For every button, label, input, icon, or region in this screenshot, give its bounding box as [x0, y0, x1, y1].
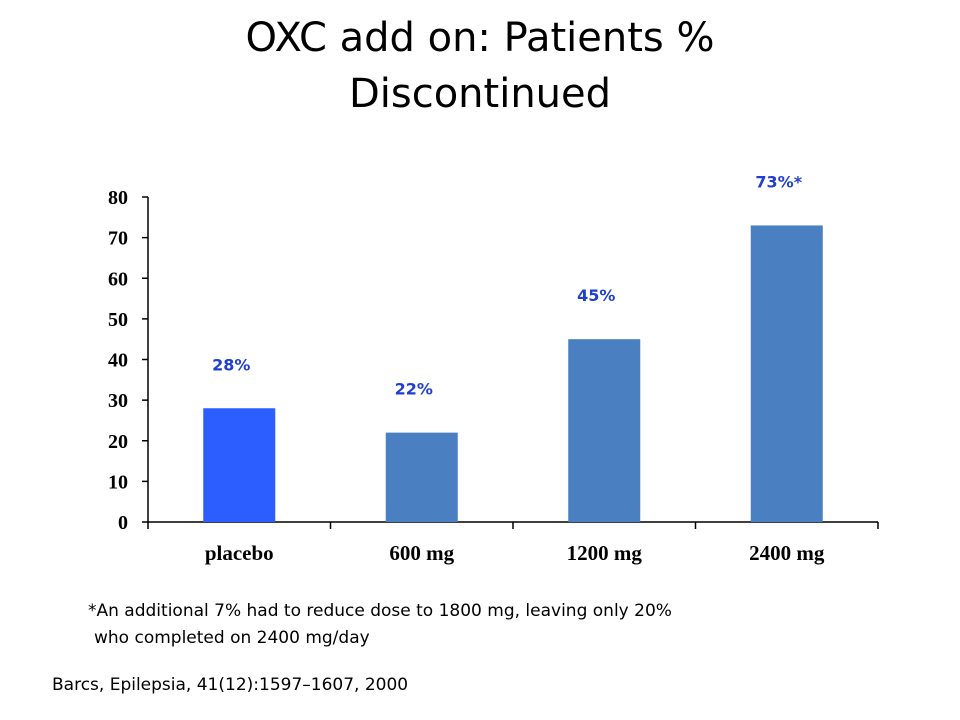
slide-title: OXC add on: Patients % Discontinued [80, 10, 880, 122]
data-label: 45% [577, 286, 615, 305]
data-label: 73%* [755, 172, 802, 191]
y-tick-label: 80 [108, 187, 128, 209]
bar-placebo [203, 408, 276, 522]
data-label: 22% [395, 380, 433, 399]
y-tick-label: 20 [108, 431, 128, 453]
footnote-line-1: *An additional 7% had to reduce dose to … [88, 601, 672, 621]
bar-1200-mg [568, 339, 641, 522]
x-category-label: placebo [205, 541, 274, 565]
citation: Barcs, Epilepsia, 41(12):1597–1607, 2000 [52, 675, 409, 695]
y-tick-label: 30 [108, 390, 128, 412]
y-tick-label: 40 [108, 350, 128, 372]
data-label: 28% [212, 355, 250, 374]
title-line-2: Discontinued [348, 71, 612, 117]
x-category-label: 1200 mg [567, 541, 643, 565]
x-category-label: 600 mg [389, 541, 454, 565]
bar-600-mg [385, 432, 458, 522]
bar-2400-mg [750, 225, 823, 522]
title-line-1: OXC add on: Patients % [245, 15, 715, 61]
y-tick-label: 10 [108, 471, 128, 493]
chart-axes: 0 10 20 30 40 50 60 70 80 placebo 600 mg 1200 mg 240… [108, 187, 879, 565]
chart-bars [203, 225, 823, 522]
footnote: *An additional 7% had to reduce dose to … [88, 598, 672, 652]
chart-labels: 28% 22% 45% 73%* [212, 172, 803, 398]
x-category-label: 2400 mg [749, 541, 825, 565]
footnote-line-2: who completed on 2400 mg/day [94, 628, 370, 648]
y-tick-label: 70 [108, 228, 128, 250]
y-tick-label: 50 [108, 309, 128, 331]
y-tick-label: 60 [108, 268, 128, 290]
y-tick-label: 0 [118, 512, 128, 534]
